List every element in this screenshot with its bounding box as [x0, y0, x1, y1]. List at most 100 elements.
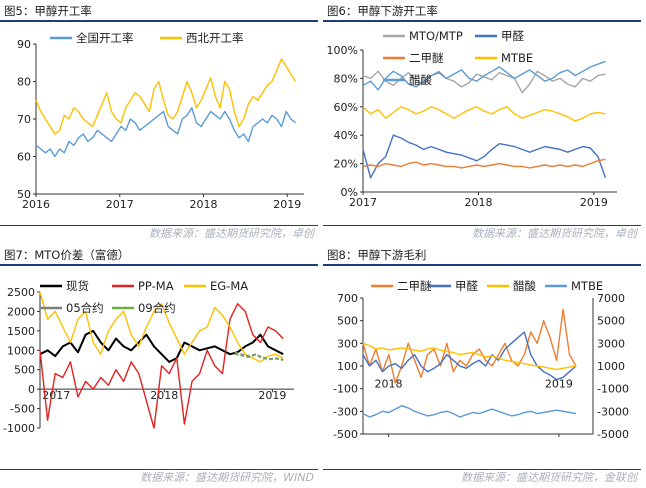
series-line-1: [39, 329, 284, 363]
legend-label: 09合约: [138, 301, 176, 315]
x-tick-label: 2018: [464, 196, 492, 209]
source-note: 数据来源：盛达期货研究院，卓创: [149, 227, 314, 240]
line-chart-4: -500 -300 -100 100 300 500 700 -5000 -3000 -1000 1…: [333, 279, 629, 441]
y-tick-label: 70: [17, 113, 31, 126]
title-rule: [323, 264, 641, 266]
series-line-4: [362, 106, 606, 122]
y-tick-label: 80%: [334, 72, 358, 85]
x-tick-label: 2019: [258, 389, 286, 402]
chart-title: 图6：甲醇下游开工率: [327, 4, 438, 18]
y-tick-label: -1000: [3, 422, 35, 435]
y-tick-label: 0%: [341, 186, 358, 199]
chart-panel-1: 图5：甲醇开工率 50 60 70 80 90 2016 2017 2018 2019 全国开工率…: [0, 0, 322, 244]
series-line-3: [362, 342, 577, 371]
y2-tick-label: 7000: [597, 292, 625, 305]
y-tick-label: 1500: [7, 325, 35, 338]
series-line-3: [39, 291, 284, 363]
title-rule: [323, 20, 641, 22]
y2-tick-label: -5000: [597, 428, 629, 441]
series-line-5: [234, 353, 284, 362]
y-tick-label: 1000: [7, 344, 35, 357]
series-line-1: [362, 308, 577, 384]
bottom-rule: [323, 468, 641, 470]
title-rule: [0, 20, 318, 22]
x-tick-label: 2019: [545, 377, 573, 390]
chart-title: 图7：MTO价差（富德）: [4, 248, 130, 262]
y-tick-label: 80: [17, 76, 31, 89]
y-tick-label: 0: [28, 383, 35, 396]
legend-label: PP-MA: [138, 279, 174, 293]
y-tick-label: 2000: [7, 305, 35, 318]
y2-tick-label: -3000: [597, 405, 629, 418]
y-tick-label: 100: [337, 360, 358, 373]
y-tick-label: 20%: [334, 158, 358, 171]
legend-label: MTBE: [501, 51, 533, 65]
y-tick-label: 40%: [334, 129, 358, 142]
series-line-3: [362, 158, 606, 169]
y2-tick-label: 1000: [597, 360, 625, 373]
legend-label: 二甲醚: [397, 279, 432, 293]
y-tick-label: 700: [337, 292, 358, 305]
legend-label: 甲醛: [501, 29, 524, 43]
x-tick-label: 2018: [375, 377, 403, 390]
legend-label: MTO/MTP: [409, 29, 463, 43]
chart-panel-4: 图8：甲醇下游毛利 -500 -300 -100 100 300 500 700 -5000-…: [323, 244, 645, 488]
legend-label: 醋酸: [409, 73, 432, 87]
x-tick-label: 2017: [106, 198, 134, 211]
chart-panel-2: 图6：甲醇下游开工率 0% 20% 40% 60% 80% 100% 2017 2018 201…: [323, 0, 645, 244]
chart-title: 图8：甲醇下游毛利: [327, 248, 427, 262]
bottom-rule: [0, 468, 318, 470]
x-tick-label: 2019: [273, 198, 301, 211]
y-tick-label: -500: [333, 428, 358, 441]
y-tick-label: 50: [17, 188, 31, 201]
legend-label: 全国开工率: [76, 31, 134, 45]
series-line-2: [362, 331, 577, 381]
series-line-5: [362, 60, 606, 91]
y-tick-label: 60: [17, 151, 31, 164]
chart-panel-3: 图7：MTO价差（富德） -1000 -500 0 500 1000 1500 2000 25…: [0, 244, 322, 488]
legend-label: EG-MA: [210, 279, 248, 293]
y-tick-label: -300: [333, 405, 358, 418]
y-tick-label: 500: [14, 364, 35, 377]
x-tick-label: 2018: [190, 198, 218, 211]
legend-label: 醋酸: [513, 279, 536, 293]
y-tick-label: -100: [333, 383, 358, 396]
line-chart-1: 50 60 70 80 90 2016 2017 2018 2019 全国开工率 西北开工率: [17, 31, 304, 211]
bottom-rule: [323, 224, 641, 226]
legend-label: 05合约: [66, 301, 104, 315]
y-tick-label: 90: [17, 38, 31, 51]
x-tick-label: 2017: [42, 389, 70, 402]
x-tick-label: 2016: [22, 198, 50, 211]
line-chart-2: 0% 20% 40% 60% 80% 100% 2017 2018 2019 MTO/MTP 甲醛二…: [327, 29, 617, 209]
x-tick-label: 2019: [580, 196, 608, 209]
legend-label: 现货: [66, 279, 89, 293]
y-tick-label: 60%: [334, 101, 358, 114]
series-line-4: [362, 405, 577, 418]
series-line-1: [35, 107, 297, 158]
series-line-2: [35, 58, 297, 135]
chart-title: 图5：甲醇开工率: [4, 4, 92, 18]
y2-tick-label: 5000: [597, 315, 625, 328]
series-line-2: [39, 303, 284, 429]
x-tick-label: 2017: [349, 196, 377, 209]
y-tick-label: -500: [10, 403, 35, 416]
series-line-2: [362, 134, 607, 179]
series-line-1: [362, 70, 606, 94]
line-chart-3: -1000 -500 0 500 1000 1500 2000 2500 2017 2018 201…: [3, 279, 294, 435]
legend-label: 甲醛: [455, 279, 478, 293]
y2-tick-label: 3000: [597, 337, 625, 350]
legend-label: 西北开工率: [186, 31, 244, 45]
source-note: 数据来源：盛达期货研究院，金联创: [461, 471, 637, 484]
source-note: 数据来源：盛达期货研究院，卓创: [472, 227, 637, 240]
legend-label: 二甲醚: [409, 51, 444, 65]
bottom-rule: [0, 224, 318, 226]
y2-tick-label: -1000: [597, 383, 629, 396]
source-note: 数据来源：盛达期货研究院，WIND: [140, 471, 314, 484]
y-tick-label: 100%: [327, 44, 358, 57]
title-rule: [0, 264, 318, 266]
y-tick-label: 300: [337, 337, 358, 350]
legend-label: MTBE: [571, 279, 603, 293]
y-tick-label: 2500: [7, 286, 35, 299]
y-tick-label: 500: [337, 315, 358, 328]
x-tick-label: 2018: [150, 389, 178, 402]
